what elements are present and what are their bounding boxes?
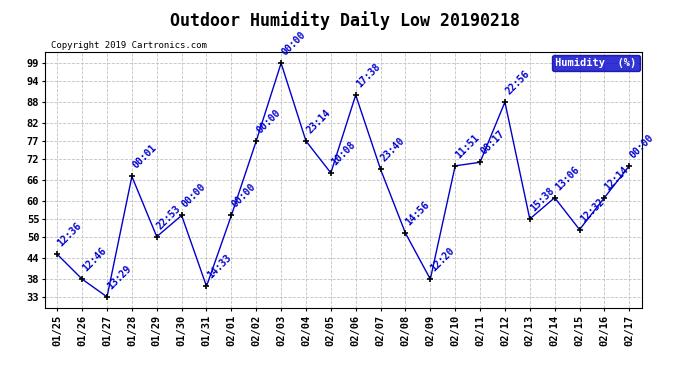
Text: 12:46: 12:46 [81,246,108,274]
Text: 23:40: 23:40 [379,136,407,164]
Text: 14:33: 14:33 [205,253,233,281]
Text: 12:20: 12:20 [428,246,457,274]
Text: 23:14: 23:14 [304,108,333,135]
Legend: Humidity  (%): Humidity (%) [552,55,640,71]
Text: Copyright 2019 Cartronics.com: Copyright 2019 Cartronics.com [51,41,207,50]
Text: 08:17: 08:17 [479,129,506,157]
Text: 12:36: 12:36 [56,221,83,249]
Text: 00:01: 00:01 [130,143,158,171]
Text: 00:00: 00:00 [255,108,283,135]
Text: 13:29: 13:29 [106,264,133,291]
Text: 00:00: 00:00 [230,182,257,210]
Text: 22:56: 22:56 [504,69,531,96]
Text: 11:51: 11:51 [453,132,482,160]
Text: 10:08: 10:08 [329,140,357,167]
Text: 00:00: 00:00 [279,30,308,58]
Text: Outdoor Humidity Daily Low 20190218: Outdoor Humidity Daily Low 20190218 [170,11,520,30]
Text: 14:56: 14:56 [404,200,432,228]
Text: 00:00: 00:00 [628,132,655,160]
Text: 12:14: 12:14 [603,164,631,192]
Text: 00:00: 00:00 [180,182,208,210]
Text: 17:38: 17:38 [354,62,382,90]
Text: 13:06: 13:06 [553,164,581,192]
Text: 22:53: 22:53 [155,203,183,231]
Text: 12:32: 12:32 [578,196,606,224]
Text: 15:38: 15:38 [529,186,556,213]
